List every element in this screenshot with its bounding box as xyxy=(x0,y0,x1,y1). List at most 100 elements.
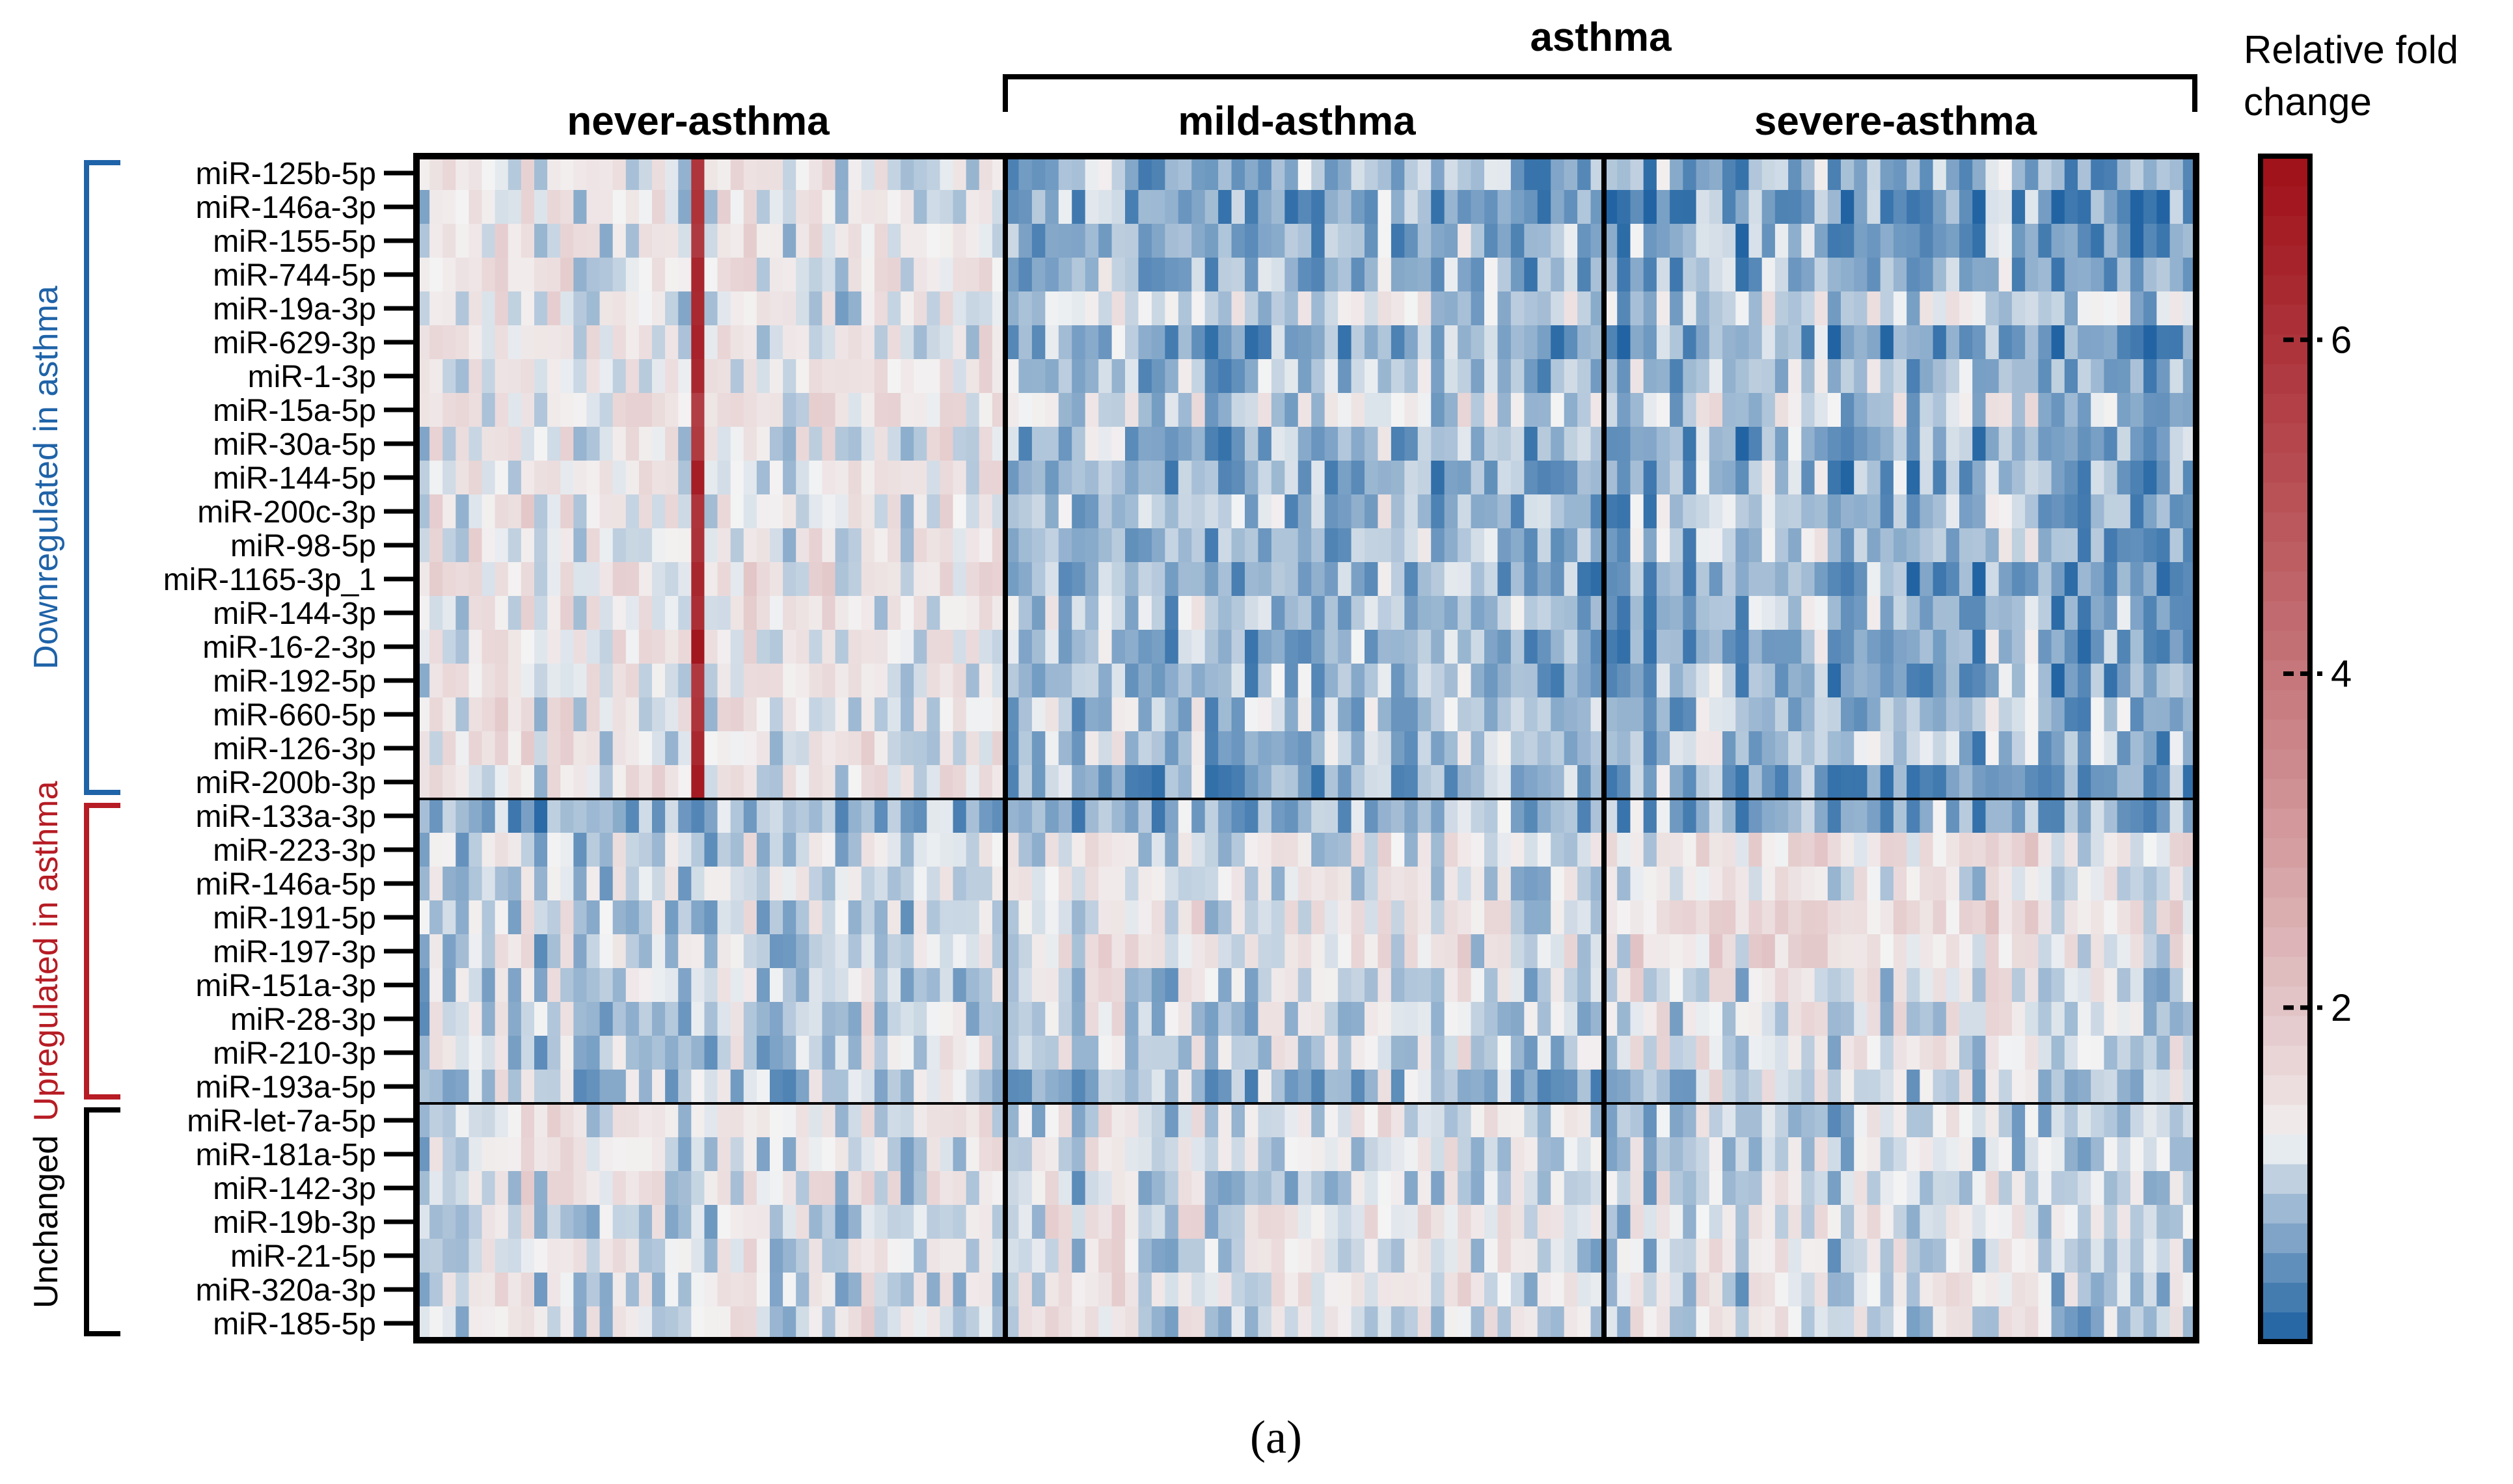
heatmap-cell xyxy=(874,1103,888,1138)
heatmap-cell xyxy=(1497,190,1512,224)
heatmap-cell xyxy=(1138,1273,1152,1307)
heatmap-cell xyxy=(2038,1306,2052,1341)
heatmap-cell xyxy=(1245,258,1259,292)
heatmap-cell xyxy=(482,562,496,597)
heatmap-cell xyxy=(1191,427,1206,461)
heatmap-cell xyxy=(1311,325,1325,360)
heatmap-cell xyxy=(874,900,888,935)
heatmap-cell xyxy=(638,1306,653,1341)
heatmap-cell xyxy=(1564,833,1578,867)
heatmap-cell xyxy=(1683,359,1697,394)
heatmap-cell xyxy=(1378,1171,1392,1206)
heatmap-cell xyxy=(2038,900,2052,935)
heatmap-cell xyxy=(1471,393,1485,427)
heatmap-cell xyxy=(652,494,666,529)
heatmap-cell xyxy=(678,562,692,597)
heatmap-cell xyxy=(1670,630,1683,664)
heatmap-cell xyxy=(1524,325,1538,360)
heatmap-cell xyxy=(770,731,783,766)
heatmap-cell xyxy=(1643,359,1657,394)
heatmap-cell xyxy=(914,258,927,292)
heatmap-cell xyxy=(521,900,535,935)
heatmap-cell xyxy=(1590,1171,1605,1206)
heatmap-cell xyxy=(2051,291,2065,326)
heatmap-cell xyxy=(455,765,470,800)
heatmap-cell xyxy=(612,359,627,394)
heatmap-cell xyxy=(1959,1137,1973,1172)
heatmap-cell xyxy=(1537,1002,1551,1036)
heatmap-cell xyxy=(717,393,731,427)
heatmap-cell xyxy=(1630,258,1644,292)
heatmap-cell xyxy=(560,1036,574,1070)
heatmap-cell xyxy=(1907,393,1920,427)
heatmap-cell xyxy=(1735,1103,1750,1138)
heatmap-cell xyxy=(469,190,483,224)
heatmap-cell xyxy=(599,461,614,495)
heatmap-cell xyxy=(730,325,744,360)
heatmap-cell xyxy=(1311,1070,1325,1104)
heatmap-cell xyxy=(1351,325,1365,360)
heatmap-cell xyxy=(455,1306,470,1341)
heatmap-cell xyxy=(1709,900,1723,935)
heatmap-cell xyxy=(416,799,430,833)
colorbar-step xyxy=(2261,1134,2310,1165)
heatmap-cell xyxy=(1959,528,1973,563)
heatmap-cell xyxy=(1604,427,1618,461)
heatmap-cell xyxy=(1814,900,1828,935)
heatmap-cell xyxy=(2156,799,2171,833)
heatmap-cell xyxy=(1351,156,1365,191)
heatmap-cell xyxy=(743,968,757,1003)
heatmap-cell xyxy=(888,1273,901,1307)
heatmap-cell xyxy=(1867,630,1881,664)
heatmap-cell xyxy=(1365,393,1379,427)
heatmap-cell xyxy=(2064,1137,2078,1172)
heatmap-cell xyxy=(1551,697,1565,732)
heatmap-cell xyxy=(678,359,692,394)
heatmap-cell xyxy=(1404,359,1419,394)
heatmap-cell xyxy=(1111,596,1126,630)
heatmap-cell xyxy=(1788,359,1802,394)
heatmap-cell xyxy=(1827,1273,1841,1307)
heatmap-cell xyxy=(469,833,483,867)
heatmap-cell xyxy=(1085,224,1099,258)
heatmap-cell xyxy=(1590,461,1605,495)
heatmap-cell xyxy=(1907,224,1920,258)
heatmap-cell xyxy=(1005,1273,1020,1307)
heatmap-cell xyxy=(1111,190,1126,224)
heatmap-cell xyxy=(901,1239,914,1273)
heatmap-cell xyxy=(1998,900,2013,935)
heatmap-cell xyxy=(652,799,666,833)
heatmap-cell xyxy=(652,291,666,326)
heatmap-cell xyxy=(1271,833,1285,867)
heatmap-cell xyxy=(1058,494,1072,529)
heatmap-cell xyxy=(1165,1205,1179,1239)
heatmap-cell xyxy=(848,867,862,901)
heatmap-cell xyxy=(1058,1137,1072,1172)
heatmap-cell xyxy=(2025,697,2039,732)
heatmap-cell xyxy=(1005,427,1020,461)
heatmap-cell xyxy=(469,325,483,360)
heatmap-cell xyxy=(1788,1205,1802,1239)
heatmap-cell xyxy=(874,1205,888,1239)
heatmap-cell xyxy=(1085,494,1099,529)
heatmap-cell xyxy=(1431,799,1445,833)
heatmap-cell xyxy=(455,156,470,191)
heatmap-cell xyxy=(979,224,993,258)
heatmap-cell xyxy=(1178,731,1192,766)
heatmap-cell xyxy=(2025,1171,2039,1206)
heatmap-cell xyxy=(1656,1070,1670,1104)
heatmap-cell xyxy=(809,427,823,461)
heatmap-cell xyxy=(704,765,718,800)
heatmap-cell xyxy=(2104,1103,2118,1138)
heatmap-cell xyxy=(1564,393,1578,427)
heatmap-cell xyxy=(1630,833,1644,867)
heatmap-cell xyxy=(1920,156,1934,191)
heatmap-cell xyxy=(717,934,731,969)
heatmap-cell xyxy=(1774,833,1789,867)
heatmap-cell xyxy=(495,190,509,224)
heatmap-cell xyxy=(861,664,875,698)
heatmap-cell xyxy=(691,765,705,800)
colorbar-step xyxy=(2261,897,2310,928)
heatmap-cell xyxy=(796,596,809,630)
heatmap-cell xyxy=(2104,156,2118,191)
